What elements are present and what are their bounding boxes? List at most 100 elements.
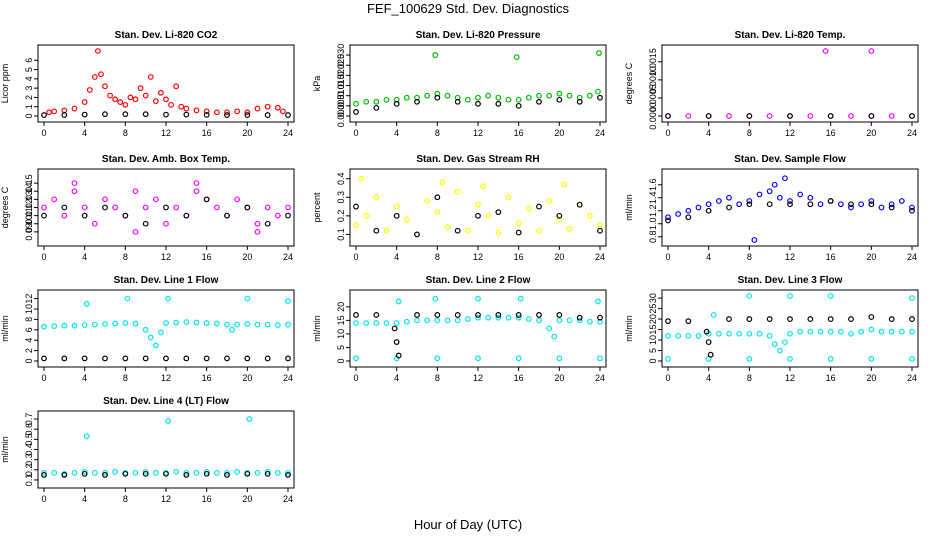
data-point bbox=[373, 194, 380, 201]
data-point bbox=[596, 50, 602, 56]
plot-frame bbox=[37, 168, 295, 247]
data-point bbox=[536, 317, 542, 324]
data-point bbox=[165, 418, 171, 424]
data-point bbox=[434, 209, 441, 216]
y-tick-label: 0.030 bbox=[336, 44, 346, 67]
x-tick-label: 24 bbox=[283, 252, 293, 262]
data-point bbox=[122, 355, 129, 362]
data-point bbox=[517, 295, 524, 302]
y-tick-label: 0.13 bbox=[24, 191, 34, 209]
data-point bbox=[909, 113, 915, 119]
data-point bbox=[807, 328, 814, 335]
data-point bbox=[822, 48, 829, 54]
data-point bbox=[41, 212, 47, 219]
data-point bbox=[163, 111, 169, 118]
data-point bbox=[403, 94, 410, 101]
data-point bbox=[665, 217, 671, 224]
data-point bbox=[665, 113, 671, 119]
x-tick-label: 8 bbox=[747, 252, 752, 262]
data-point bbox=[746, 198, 753, 204]
data-point bbox=[434, 194, 441, 201]
data-point bbox=[898, 198, 905, 204]
y-tick-label: 10 bbox=[648, 335, 658, 345]
x-tick-label: 4 bbox=[82, 494, 87, 504]
panel-8: Stan. Dev. Line 2 Flow 0 4 8 12 16 20 24 0 5 10 15 2… bbox=[312, 275, 607, 383]
y-tick-label: 6 bbox=[24, 58, 34, 63]
data-point bbox=[746, 330, 753, 337]
data-point bbox=[391, 325, 398, 332]
data-point bbox=[203, 320, 210, 326]
y-tick-label: 0.2 bbox=[336, 210, 346, 223]
data-point bbox=[81, 99, 88, 105]
y-tick-label: 0.12 bbox=[24, 199, 34, 217]
data-point bbox=[112, 96, 119, 103]
data-point bbox=[158, 89, 164, 96]
x-tick-label: 16 bbox=[826, 128, 836, 138]
data-point bbox=[183, 111, 190, 118]
data-point bbox=[746, 113, 753, 119]
x-tick-label: 4 bbox=[706, 252, 711, 262]
data-point bbox=[505, 314, 512, 321]
y-tick-label: 12 bbox=[24, 294, 34, 304]
data-point bbox=[556, 355, 563, 362]
data-point bbox=[152, 342, 159, 349]
y-tick-label: 10 bbox=[24, 304, 34, 314]
data-point bbox=[485, 314, 492, 321]
data-point bbox=[41, 355, 47, 362]
panel-5: Stan. Dev. Gas Stream RH 0 4 8 12 16 20 24 0.1 0.… bbox=[312, 154, 607, 262]
data-point bbox=[142, 355, 149, 362]
data-point bbox=[787, 198, 793, 204]
data-point bbox=[203, 468, 210, 475]
data-point bbox=[705, 207, 712, 214]
y-tick-label: 15 bbox=[648, 325, 658, 335]
data-point bbox=[556, 312, 563, 318]
x-tick-label: 12 bbox=[161, 252, 171, 262]
data-point bbox=[726, 330, 732, 337]
data-point bbox=[264, 220, 271, 227]
data-point bbox=[695, 332, 702, 339]
data-point bbox=[127, 94, 134, 101]
x-tick-label: 16 bbox=[202, 494, 212, 504]
data-point bbox=[117, 99, 124, 105]
data-point bbox=[556, 90, 563, 97]
y-tick-label: 0.0010 bbox=[648, 66, 658, 94]
x-tick-label: 8 bbox=[123, 128, 128, 138]
data-point bbox=[244, 470, 251, 477]
data-point bbox=[71, 322, 78, 329]
y-tick-label: 0.6 bbox=[24, 423, 34, 436]
x-tick-label: 20 bbox=[866, 373, 876, 383]
data-point bbox=[807, 201, 814, 208]
data-point bbox=[556, 216, 563, 223]
plot-frame bbox=[349, 44, 607, 123]
data-point bbox=[163, 355, 169, 362]
data-point bbox=[586, 318, 593, 325]
data-point bbox=[122, 320, 129, 326]
y-tick-label: 25 bbox=[648, 304, 658, 314]
data-point bbox=[254, 321, 261, 328]
y-tick-label: 1.0 bbox=[648, 217, 658, 230]
data-point bbox=[464, 96, 471, 103]
data-point bbox=[665, 332, 671, 339]
data-point bbox=[264, 112, 271, 118]
y-tick-label: 0.14 bbox=[24, 182, 34, 200]
data-point bbox=[776, 194, 783, 201]
data-point bbox=[597, 222, 603, 229]
data-point bbox=[675, 211, 682, 217]
data-point bbox=[787, 113, 793, 119]
data-point bbox=[736, 201, 743, 208]
data-point bbox=[112, 204, 119, 211]
x-tick-label: 4 bbox=[706, 373, 711, 383]
x-tick-label: 20 bbox=[866, 128, 876, 138]
panel-10: Stan. Dev. Line 4 (LT) Flow 0 4 8 12 16 20 24 0.… bbox=[0, 396, 295, 504]
data-point bbox=[827, 113, 834, 119]
y-tick-label: 10 bbox=[336, 329, 346, 339]
data-point bbox=[244, 295, 251, 302]
data-point bbox=[766, 316, 773, 322]
data-point bbox=[244, 355, 251, 362]
x-tick-label: 8 bbox=[747, 128, 752, 138]
y-axis-label: ml/min bbox=[0, 436, 10, 463]
data-point bbox=[551, 333, 558, 340]
panel-title: Stan. Dev. Sample Flow bbox=[734, 154, 846, 165]
